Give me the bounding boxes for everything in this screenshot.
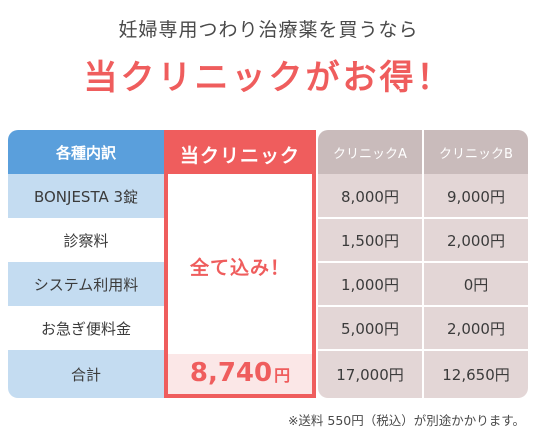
our-clinic-total-unit: 円 xyxy=(274,366,291,385)
row-divider xyxy=(318,349,528,351)
shipping-footnote: ※送料 550円（税込）が別途かかります。 xyxy=(287,413,525,428)
clinic-a-header: クリニックA xyxy=(318,130,422,174)
row-divider xyxy=(318,305,528,307)
clinic-b-header: クリニックB xyxy=(424,130,528,174)
all-included-label: 全て込み！ xyxy=(189,256,290,279)
clinic-a-consultation: 1,500円 xyxy=(318,218,422,262)
row-label-system-fee: システム利用料 xyxy=(8,262,164,306)
our-clinic-total: 8,740 円 xyxy=(168,354,312,394)
page-title: 当クリニックがお得！ xyxy=(83,58,454,98)
row-label-consultation: 診察料 xyxy=(8,218,164,262)
clinic-a-express-fee: 5,000円 xyxy=(318,306,422,350)
our-clinic-header: 当クリニック xyxy=(168,134,312,174)
subtitle: 妊婦専用つわり治療薬を買うなら xyxy=(118,19,419,41)
row-label-bonjesta: BONJESTA 3錠 xyxy=(8,174,164,218)
clinic-a-bonjesta: 8,000円 xyxy=(318,174,422,218)
price-comparison-table: 各種内訳 BONJESTA 3錠 診察料 システム利用料 お急ぎ便料金 合計 ク… xyxy=(8,130,528,398)
row-divider xyxy=(318,217,528,219)
row-label-express-fee: お急ぎ便料金 xyxy=(8,306,164,350)
clinic-a-system-fee: 1,000円 xyxy=(318,262,422,306)
clinic-a-total: 17,000円 xyxy=(318,350,422,398)
label-column-header: 各種内訳 xyxy=(8,130,164,174)
row-label-total: 合計 xyxy=(8,350,164,398)
clinic-b-bonjesta: 9,000円 xyxy=(424,174,528,218)
our-clinic-column: 当クリニック 全て込み！ 8,740 円 xyxy=(164,130,316,398)
clinic-b-total: 12,650円 xyxy=(424,350,528,398)
our-clinic-total-amount: 8,740 xyxy=(189,358,273,388)
row-divider xyxy=(318,261,528,263)
clinic-b-express-fee: 2,000円 xyxy=(424,306,528,350)
clinic-b-system-fee: 0円 xyxy=(424,262,528,306)
clinic-b-consultation: 2,000円 xyxy=(424,218,528,262)
